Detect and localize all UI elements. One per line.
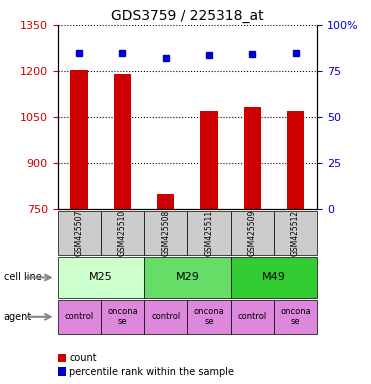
- Text: control: control: [238, 312, 267, 321]
- Bar: [114, 74, 131, 209]
- Text: control: control: [151, 312, 180, 321]
- Text: GSM425512: GSM425512: [291, 210, 300, 257]
- Text: GSM425511: GSM425511: [204, 210, 213, 257]
- Bar: [200, 111, 218, 209]
- Bar: [58, 300, 101, 334]
- Bar: [58, 257, 144, 298]
- Bar: [144, 300, 187, 334]
- Bar: [70, 70, 88, 209]
- Text: percentile rank within the sample: percentile rank within the sample: [69, 367, 234, 377]
- Text: cell line: cell line: [4, 272, 42, 283]
- Text: GSM425507: GSM425507: [75, 210, 83, 257]
- Bar: [231, 211, 274, 255]
- Text: count: count: [69, 353, 97, 363]
- Text: M25: M25: [89, 272, 113, 283]
- Text: oncona
se: oncona se: [194, 307, 224, 326]
- Bar: [231, 300, 274, 334]
- Title: GDS3759 / 225318_at: GDS3759 / 225318_at: [111, 8, 264, 23]
- Bar: [187, 211, 231, 255]
- Bar: [144, 211, 187, 255]
- Bar: [287, 111, 304, 209]
- Bar: [274, 300, 317, 334]
- Text: control: control: [65, 312, 94, 321]
- Text: GSM425510: GSM425510: [118, 210, 127, 257]
- Bar: [58, 354, 66, 362]
- Text: M49: M49: [262, 272, 286, 283]
- Bar: [244, 107, 261, 209]
- Text: M29: M29: [175, 272, 199, 283]
- Text: oncona
se: oncona se: [280, 307, 311, 326]
- Bar: [101, 211, 144, 255]
- Bar: [58, 367, 66, 376]
- Text: agent: agent: [4, 312, 32, 322]
- Text: GSM425509: GSM425509: [248, 210, 257, 257]
- Bar: [101, 300, 144, 334]
- Bar: [231, 257, 317, 298]
- Bar: [144, 257, 231, 298]
- Bar: [58, 211, 101, 255]
- Bar: [157, 194, 174, 209]
- Text: oncona
se: oncona se: [107, 307, 138, 326]
- Bar: [274, 211, 317, 255]
- Bar: [187, 300, 231, 334]
- Text: GSM425508: GSM425508: [161, 210, 170, 257]
